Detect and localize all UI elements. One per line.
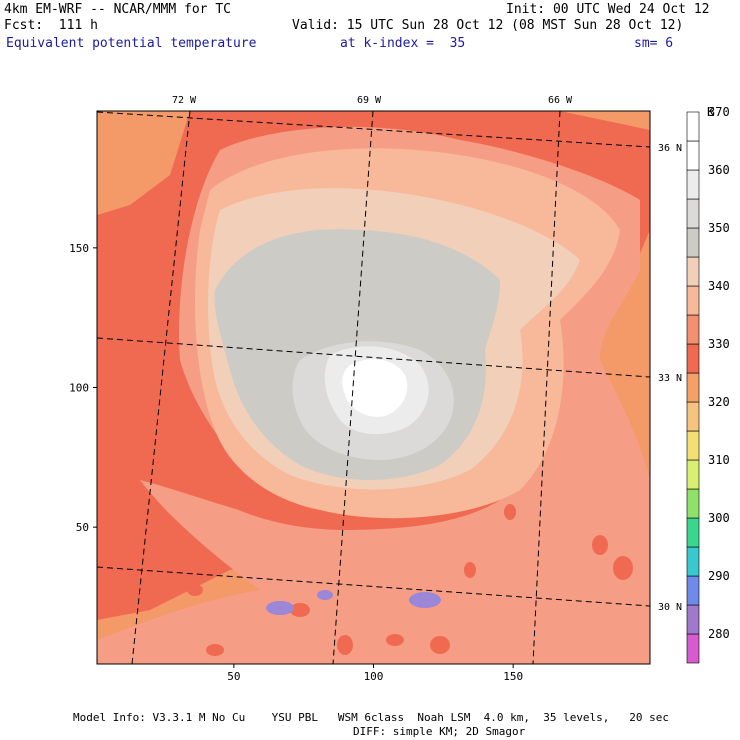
model-diff: DIFF: simple KM; 2D Smagor bbox=[353, 725, 526, 738]
colorbar-label: 370 bbox=[708, 105, 730, 119]
colorbar-swatch bbox=[686, 633, 700, 664]
colorbar-swatch bbox=[686, 575, 700, 606]
lon-label: 72 W bbox=[172, 95, 197, 106]
smoothing: sm= 6 bbox=[634, 36, 674, 51]
colorbar-swatch bbox=[686, 401, 700, 432]
colorbar-swatch bbox=[686, 372, 700, 403]
model-info: Model Info: V3.3.1 M No Cu YSU PBL WSM 6… bbox=[73, 711, 670, 724]
lat-label: 33 N bbox=[658, 373, 682, 384]
colorbar-label: 340 bbox=[708, 279, 730, 293]
colorbar-swatch bbox=[686, 430, 700, 461]
colorbar-label: 290 bbox=[708, 569, 730, 583]
x-tick-label: 50 bbox=[227, 670, 240, 683]
k-index: at k-index = 35 bbox=[340, 36, 466, 51]
colorbar-swatch bbox=[686, 343, 700, 374]
y-tick-label: 100 bbox=[69, 382, 89, 395]
colorbar-label: 360 bbox=[708, 163, 730, 177]
lat-label: 36 N bbox=[658, 143, 682, 154]
colorbar-label: 310 bbox=[708, 453, 730, 467]
x-tick-label: 150 bbox=[503, 670, 523, 683]
field-layers bbox=[97, 111, 650, 664]
colorbar-swatch bbox=[686, 285, 700, 316]
valid-time: Valid: 15 UTC Sun 28 Oct 12 (08 MST Sun … bbox=[292, 18, 684, 33]
lon-label: 66 W bbox=[548, 95, 573, 106]
axes: 50 100 150 50 100 150 72 W 69 W 66 W 36 N 33 N 30 N bbox=[69, 95, 682, 683]
colorbar-swatch bbox=[686, 604, 700, 635]
colorbar-swatch bbox=[686, 459, 700, 490]
colorbar-swatch bbox=[686, 314, 700, 345]
lon-label: 69 W bbox=[357, 95, 382, 106]
colorbar-swatch bbox=[686, 227, 700, 258]
colorbar-swatch bbox=[686, 488, 700, 519]
y-tick-label: 50 bbox=[76, 521, 89, 534]
x-tick-label: 100 bbox=[364, 670, 384, 683]
init-time: Init: 00 UTC Wed 24 Oct 12 bbox=[506, 2, 710, 17]
y-tick-label: 150 bbox=[69, 242, 89, 255]
colorbar-swatch bbox=[686, 111, 700, 142]
colorbar-label: 320 bbox=[708, 395, 730, 409]
colorbar-label: 330 bbox=[708, 337, 730, 351]
colorbar-label: 280 bbox=[708, 627, 730, 641]
colorbar-label: 350 bbox=[708, 221, 730, 235]
forecast-hour: Fcst: 111 h bbox=[4, 18, 98, 33]
colorbar-label: 300 bbox=[708, 511, 730, 525]
colorbar-swatch bbox=[686, 169, 700, 200]
colorbar-swatch bbox=[686, 517, 700, 548]
field-name: Equivalent potential temperature bbox=[6, 36, 257, 51]
model-title: 4km EM-WRF -- NCAR/MMM for TC bbox=[4, 2, 231, 17]
lat-label: 30 N bbox=[658, 602, 682, 613]
colorbar-swatch bbox=[686, 546, 700, 577]
colorbar-swatch bbox=[686, 256, 700, 287]
colorbar-swatch bbox=[686, 198, 700, 229]
colorbar-swatch bbox=[686, 140, 700, 171]
colorbar-unit: K bbox=[707, 105, 715, 119]
